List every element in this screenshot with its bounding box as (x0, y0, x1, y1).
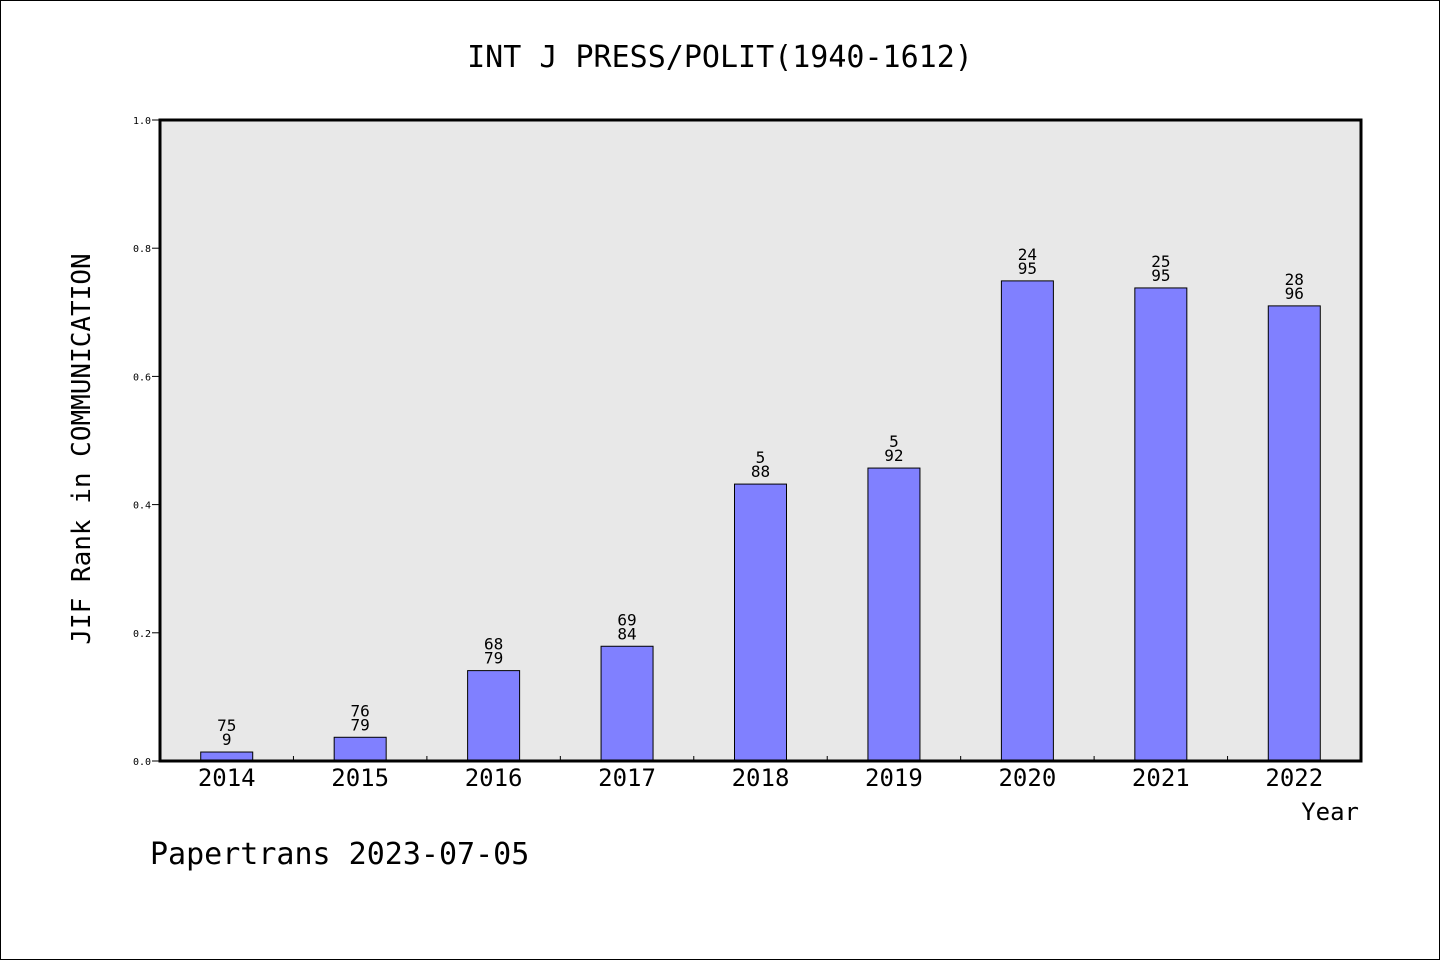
x-tick-label: 2016 (465, 764, 523, 792)
y-axis-label: JIF Rank in COMMUNICATION (67, 253, 97, 644)
bar (868, 468, 920, 761)
data-label-bottom: 95 (1018, 259, 1037, 278)
y-tick-label: 1.0 (133, 116, 151, 127)
x-tick-label: 2015 (331, 764, 389, 792)
x-axis-label: Year (1301, 798, 1359, 826)
bar (1001, 281, 1053, 761)
bar (1268, 306, 1320, 761)
y-tick-label: 0.0 (133, 757, 151, 768)
x-tick-label: 2014 (198, 764, 256, 792)
y-tick-label: 0.4 (133, 501, 151, 512)
y-tick-label: 0.6 (133, 372, 151, 383)
bar (468, 671, 520, 761)
data-label-bottom: 79 (484, 649, 503, 668)
x-tick-label: 2022 (1265, 764, 1323, 792)
bar (334, 737, 386, 761)
data-label-bottom: 96 (1285, 284, 1304, 303)
x-tick-label: 2019 (865, 764, 923, 792)
x-tick-label: 2020 (998, 764, 1056, 792)
x-tick-label: 2017 (598, 764, 656, 792)
bar (601, 646, 653, 761)
data-label-bottom: 79 (351, 715, 370, 734)
bar (735, 484, 787, 761)
x-tick-label: 2021 (1132, 764, 1190, 792)
y-tick-label: 0.2 (133, 629, 151, 640)
bar (1135, 288, 1187, 761)
chart-title: INT J PRESS/POLIT(1940-1612) (467, 40, 973, 75)
x-tick-label: 2018 (732, 764, 790, 792)
footer-credit: Papertrans 2023-07-05 (150, 837, 529, 872)
y-tick-label: 0.8 (133, 244, 151, 255)
y-axis: 0.0 0.2 0.4 0.6 0.8 1.0 (133, 116, 160, 768)
data-label-bottom: 95 (1151, 266, 1170, 285)
data-label-bottom: 84 (617, 624, 636, 643)
data-label-bottom: 9 (222, 730, 232, 749)
data-label-bottom: 92 (884, 446, 903, 465)
data-label-bottom: 88 (751, 462, 770, 481)
